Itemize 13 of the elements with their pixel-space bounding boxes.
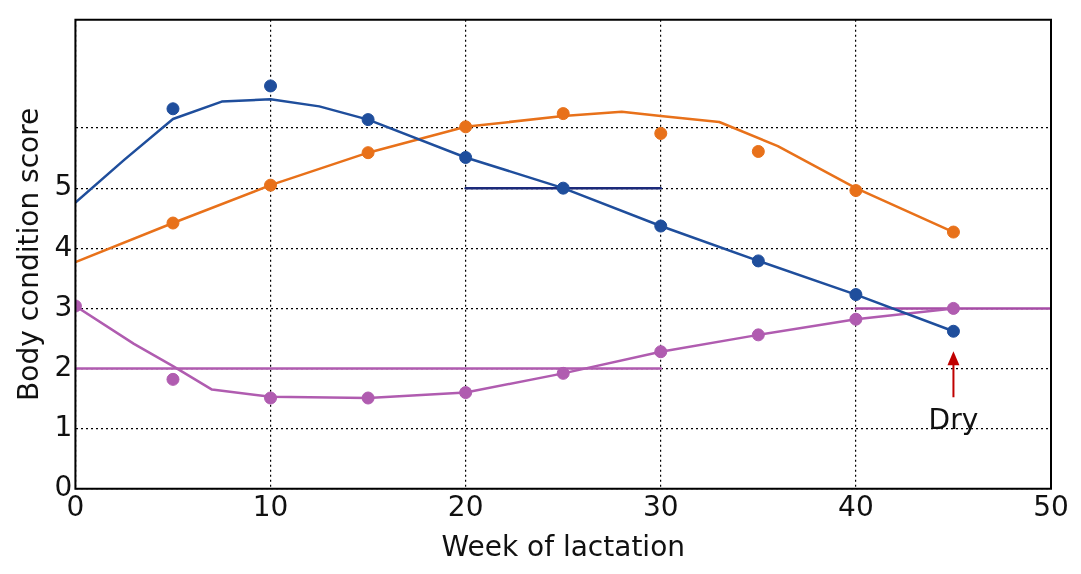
y-axis-title: Body condition score: [12, 107, 46, 401]
y-tick-label: 1: [54, 409, 73, 443]
x-tick-label: 10: [252, 489, 289, 523]
annotation: Dry: [928, 402, 979, 436]
x-tick-label: 40: [838, 489, 874, 523]
x-tick-label: 20: [447, 489, 484, 523]
y-tick-label: 5: [54, 169, 73, 203]
y-tick-label: 3: [54, 289, 73, 323]
y-tick-label: 2: [54, 349, 73, 383]
x-tick-label: 50: [1033, 489, 1069, 523]
x-tick-label: 30: [642, 489, 679, 523]
x-axis-title: Week of lactation: [441, 530, 686, 564]
y-tick-label: 4: [54, 229, 73, 263]
